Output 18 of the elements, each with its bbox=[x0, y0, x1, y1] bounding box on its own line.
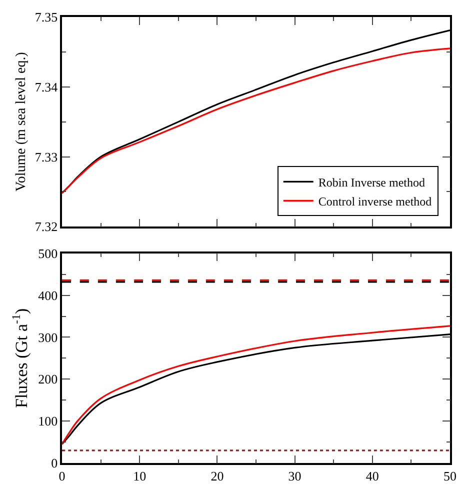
y-tick-label: 200 bbox=[38, 372, 58, 387]
x-tick-label: 20 bbox=[210, 468, 224, 484]
x-tick-label: 50 bbox=[444, 468, 456, 484]
legend-label: Robin Inverse method bbox=[318, 175, 426, 190]
x-tick-label: 30 bbox=[288, 468, 302, 484]
y-axis-title: Volume (m sea level eq.) bbox=[14, 52, 29, 192]
y-tick-label: 400 bbox=[38, 288, 58, 303]
y-tick-label: 500 bbox=[38, 246, 58, 261]
x-tick-label: 40 bbox=[366, 468, 379, 484]
y-tick-label: 7.32 bbox=[34, 219, 58, 234]
y-tick-label: 7.33 bbox=[34, 149, 58, 164]
y-tick-label: 7.34 bbox=[34, 79, 58, 94]
y-tick-label: 7.35 bbox=[34, 10, 58, 25]
legend-label: Control inverse method bbox=[318, 194, 432, 208]
y-tick-label: 100 bbox=[38, 414, 58, 429]
x-tick-label: 10 bbox=[133, 468, 146, 484]
y-tick-label: 0 bbox=[51, 456, 58, 471]
y-tick-label: 300 bbox=[38, 330, 58, 345]
